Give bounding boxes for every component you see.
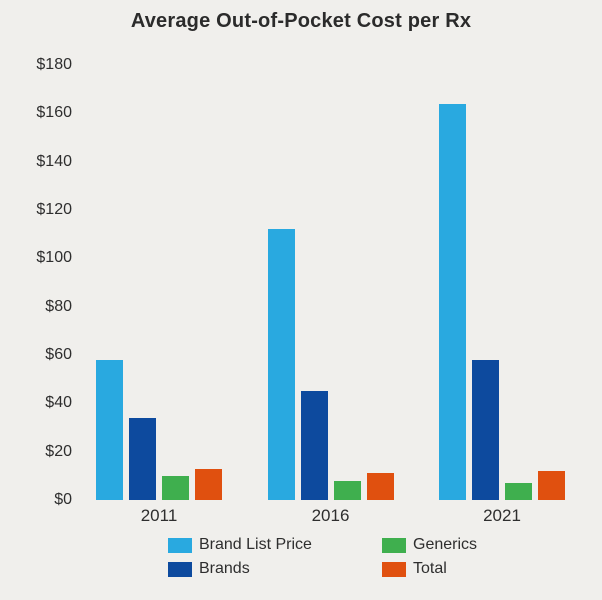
y-axis-tick--0: $0	[54, 491, 72, 508]
x-axis-label-2016: 2016	[311, 506, 350, 525]
x-axis-label-2011: 2011	[140, 506, 178, 525]
legend-swatch-brands	[168, 561, 192, 577]
y-axis-tick--60: $60	[45, 346, 72, 363]
y-axis-tick--80: $80	[45, 297, 72, 315]
legend-entry-total: Total	[382, 560, 477, 577]
legend-label-brands: Brands	[199, 560, 250, 577]
legend-entry-brands: Brands	[168, 560, 382, 577]
chart-legend: Brand List Price Brands Generics Total	[168, 536, 478, 577]
legend-entry-brand-list-price: Brand List Price	[168, 536, 382, 553]
bar-brands-2021	[472, 359, 499, 500]
legend-label-brand-list-price: Brand List Price	[199, 536, 312, 553]
y-axis-tick--100: $100	[36, 249, 72, 267]
y-axis-tick--40: $40	[45, 394, 72, 412]
bar-brand-list-price-2011	[96, 359, 123, 500]
bar-brands-2011	[129, 417, 156, 500]
bar-generics-2021	[505, 483, 532, 500]
y-axis-tick--140: $140	[36, 152, 72, 170]
bar-brand-list-price-2021	[439, 103, 466, 500]
bar-brand-list-price-2016	[267, 229, 295, 500]
legend-label-generics: Generics	[413, 536, 478, 553]
bar-total-2011	[195, 468, 222, 500]
chart-title: Average Out-of-Pocket Cost per Rx	[130, 10, 472, 32]
bar-total-2016	[366, 473, 394, 500]
x-axis-label-2021: 2021	[483, 506, 521, 525]
bar-generics-2011	[162, 475, 189, 500]
y-axis-tick--120: $120	[36, 201, 72, 218]
bar-brands-2016	[300, 391, 328, 500]
bar-total-2021	[538, 471, 565, 500]
y-axis-tick--180: $180	[36, 56, 72, 73]
y-axis-tick--160: $160	[36, 104, 72, 122]
legend-swatch-total	[382, 561, 406, 577]
legend-swatch-brand-list-price	[168, 537, 192, 553]
bar-generics-2016	[333, 480, 361, 500]
y-axis-tick--20: $20	[45, 442, 72, 460]
legend-swatch-generics	[382, 537, 406, 553]
legend-label-total: Total	[413, 560, 447, 577]
legend-entry-generics: Generics	[382, 536, 478, 553]
